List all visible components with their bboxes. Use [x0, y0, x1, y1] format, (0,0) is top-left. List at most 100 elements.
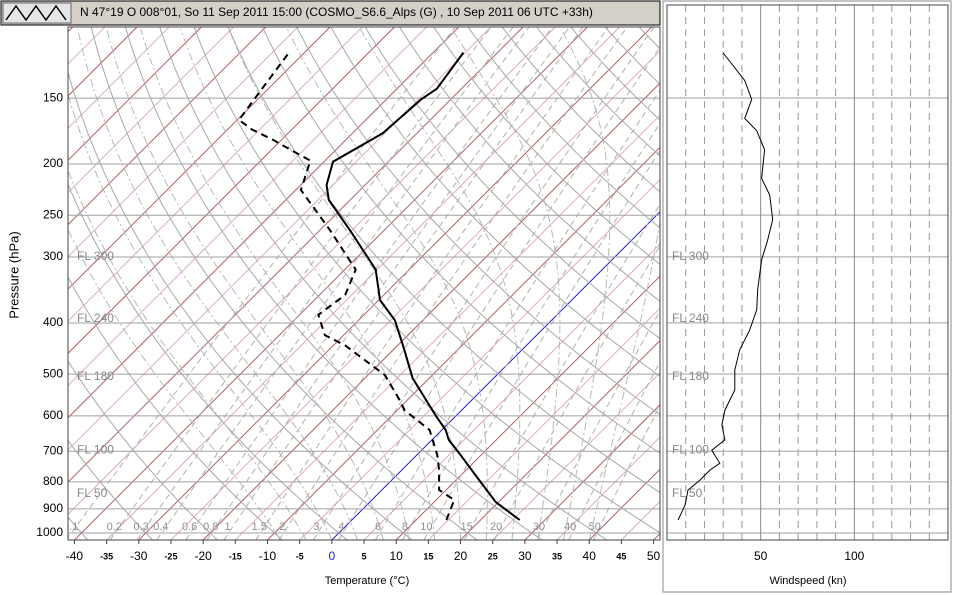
dewpoint-line — [237, 52, 456, 521]
isotherm — [363, 243, 660, 540]
mixing-ratio-label: 0.8 — [203, 521, 218, 533]
isotherm — [68, 27, 267, 226]
dry-adiabat — [364, 27, 660, 340]
isotherm — [74, 27, 588, 540]
mixing-ratio-label: 1 — [225, 521, 231, 533]
mixing-ratio-label: 30 — [533, 521, 545, 533]
header-bar — [0, 0, 661, 26]
x-tick-label: 35 — [552, 551, 562, 561]
temperature-line — [325, 52, 521, 521]
mixing-ratio-label: 8 — [402, 521, 408, 533]
header-title: N 47°19 O 008°01, So 11 Sep 2011 15:00 (… — [80, 5, 593, 19]
mixing-ratio-label: 0.2 — [107, 521, 122, 533]
y-tick-label: 200 — [43, 156, 63, 170]
moist-adiabat — [228, 28, 461, 540]
moist-adiabat — [77, 28, 359, 540]
flight-level-label: FL 50 — [77, 486, 108, 500]
isotherm — [68, 27, 524, 483]
mixing-ratio-label: 20 — [490, 521, 502, 533]
mixing-ratio-line — [464, 203, 660, 540]
mixing-ratio-line — [109, 27, 492, 540]
wind-frame — [666, 4, 949, 541]
wind-panel-border — [662, 0, 952, 593]
isotherm — [170, 50, 660, 540]
mixing-ratio-line — [136, 27, 514, 540]
isotherm — [68, 27, 460, 419]
isotherm — [395, 275, 660, 540]
flight-level-label: FL 300 — [77, 249, 114, 263]
x-tick-label: -25 — [164, 551, 177, 561]
wind-line — [677, 52, 774, 521]
header-icon-zigzag — [5, 4, 67, 22]
mixing-ratio-label: 0.6 — [182, 521, 197, 533]
mixing-ratio-line — [206, 27, 570, 540]
isotherm — [427, 307, 660, 540]
dry-adiabat — [262, 27, 660, 454]
y-tick-label: 700 — [43, 443, 63, 457]
dry-adiabat — [330, 27, 660, 377]
mixing-ratio-label: 3 — [313, 521, 319, 533]
dry-adiabat — [536, 27, 660, 157]
moist-adiabat — [588, 219, 660, 540]
x-tick-label: 30 — [518, 549, 532, 563]
x-tick-label: -20 — [194, 549, 212, 563]
isotherm — [68, 27, 363, 322]
moist-adiabat — [180, 28, 436, 540]
mixing-ratio-line — [568, 360, 660, 540]
isotherm — [68, 27, 299, 258]
y-tick-label: 150 — [43, 90, 63, 104]
wind-axis-title: Windspeed (kn) — [769, 575, 846, 587]
moist-adiabat — [68, 168, 307, 540]
mixing-ratio-line — [156, 27, 530, 540]
moist-adiabat — [68, 228, 281, 540]
dry-adiabat — [501, 27, 660, 193]
mixing-ratio-label: 2 — [279, 521, 285, 533]
mixing-ratio-line — [374, 89, 660, 540]
x-axis-title: Temperature (°C) — [325, 575, 409, 587]
x-tick-label: -35 — [100, 551, 113, 561]
isotherm — [492, 371, 660, 540]
mixing-ratio-line — [68, 27, 456, 539]
flight-level-label: FL 180 — [672, 369, 709, 383]
mixing-ratio-line — [278, 27, 628, 540]
isotherm — [68, 27, 234, 194]
isotherm — [524, 404, 660, 540]
flight-level-label: FL 300 — [672, 249, 709, 263]
dry-adiabat — [68, 439, 153, 540]
mixing-ratio-line — [593, 404, 660, 540]
y-tick-label: 300 — [43, 249, 63, 263]
mixing-ratio-label: 10 — [420, 521, 432, 533]
dry-adiabat — [193, 27, 660, 534]
x-tick-label: -5 — [296, 551, 304, 561]
isotherm — [234, 114, 660, 540]
dry-adiabat — [68, 276, 283, 540]
dry-adiabat — [125, 27, 543, 540]
moist-adiabat — [287, 28, 488, 540]
mixing-ratio-line — [312, 27, 655, 540]
x-tick-label: 10 — [389, 549, 403, 563]
zero-isotherm — [331, 211, 660, 540]
mixing-ratio-line — [255, 27, 609, 540]
mixing-ratio-label: 0.4 — [153, 521, 168, 533]
dry-adiabat — [296, 27, 660, 416]
dry-adiabat — [433, 27, 660, 266]
flight-level-label: FL 240 — [672, 311, 709, 325]
x-tick-label: 20 — [454, 549, 468, 563]
moist-adiabat — [360, 28, 521, 540]
y-tick-label: 500 — [43, 366, 63, 380]
moist-adiabat — [451, 28, 561, 540]
x-tick-label: 0 — [328, 549, 335, 563]
y-tick-label: 600 — [43, 408, 63, 422]
isotherm — [299, 178, 660, 540]
isotherm — [68, 27, 427, 387]
x-tick-label: 25 — [488, 551, 498, 561]
x-tick-label: -15 — [229, 551, 242, 561]
y-axis-title: Pressure (hPa) — [6, 231, 21, 318]
dry-adiabat — [570, 27, 660, 121]
x-tick-label: -10 — [259, 549, 277, 563]
mixing-ratio-label: 40 — [564, 521, 576, 533]
